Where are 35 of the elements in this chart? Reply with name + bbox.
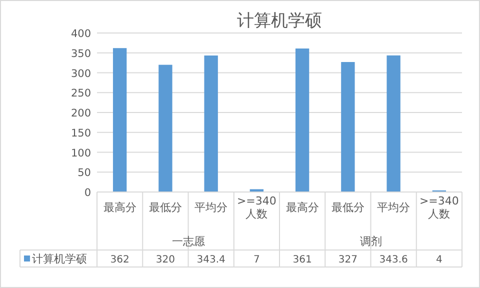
text: 一志愿 — [172, 235, 205, 248]
x-tick-label: 最低分 — [148, 201, 182, 214]
data-label: 4 — [436, 254, 442, 266]
data-label: 343.4 — [196, 254, 226, 266]
y-tick-label: 200 — [70, 108, 91, 120]
x-tick-label: >=340人数 — [419, 194, 459, 220]
data-label: 361 — [292, 254, 312, 266]
bar — [158, 64, 172, 192]
y-tick-label: 100 — [70, 147, 91, 160]
legend-label: 计算机学硕 — [32, 252, 87, 266]
bar — [341, 62, 355, 192]
y-tick-label: 0 — [84, 187, 91, 199]
chart-title: 计算机学硕 — [237, 11, 322, 31]
y-tick-label: 50 — [78, 167, 91, 180]
x-tick-label: 最低分 — [331, 201, 364, 214]
y-tick-label: 150 — [70, 127, 91, 140]
y-tick-label: 250 — [70, 88, 91, 100]
x-tick-label: 最高分 — [103, 201, 136, 214]
x-tick-label: 平均分 — [377, 201, 410, 214]
x-tick-label: 最高分 — [286, 201, 319, 214]
data-label: 343.6 — [379, 254, 408, 266]
bar — [295, 48, 310, 192]
x-tick-label: 平均分 — [194, 201, 228, 214]
data-label: 7 — [254, 254, 260, 266]
bar — [112, 48, 127, 192]
data-label: 320 — [156, 254, 175, 266]
data-label: 362 — [110, 254, 130, 266]
data-label: 327 — [338, 254, 358, 266]
x-tick-label: >=340人数 — [236, 194, 276, 220]
y-tick-label: 350 — [70, 48, 91, 60]
bar — [204, 56, 218, 192]
bar — [386, 55, 400, 192]
y-tick-label: 400 — [70, 28, 91, 40]
text: 调剂 — [360, 235, 382, 248]
y-tick-label: 300 — [70, 68, 91, 80]
